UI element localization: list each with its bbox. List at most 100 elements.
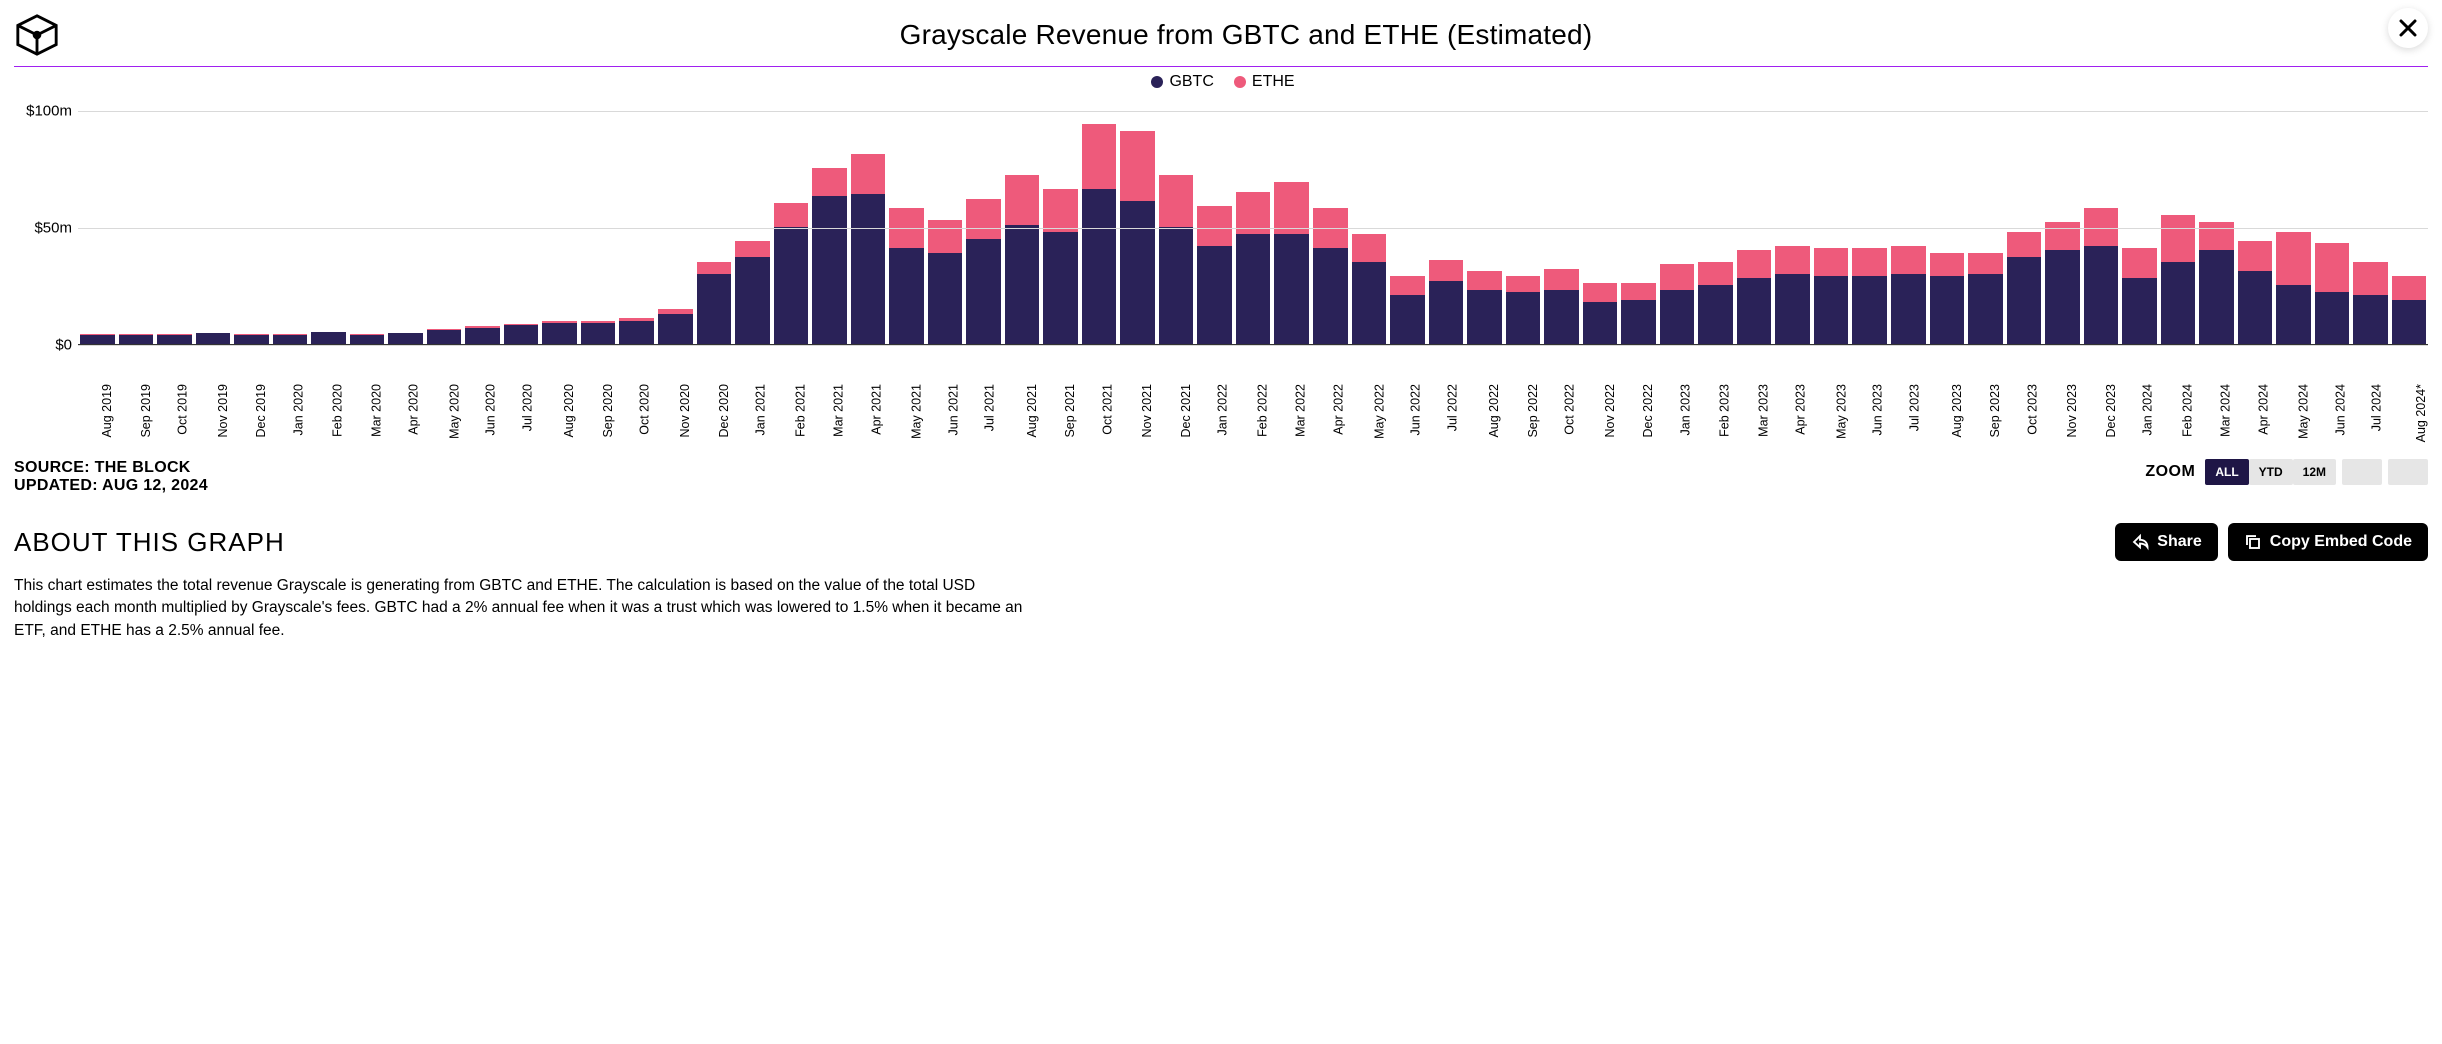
- x-tick-label: Sep 2019: [119, 349, 154, 393]
- bar-col[interactable]: [658, 309, 693, 344]
- bar-col[interactable]: [2161, 215, 2196, 344]
- bar-segment-gbtc: [774, 227, 809, 344]
- bar-col[interactable]: [581, 321, 616, 344]
- bar-col[interactable]: [1043, 189, 1078, 344]
- bar-col[interactable]: [966, 199, 1001, 344]
- chart-legend: GBTC ETHE: [14, 73, 2428, 91]
- bar-col[interactable]: [2122, 248, 2157, 344]
- bar-col[interactable]: [1506, 276, 1541, 344]
- bar-segment-gbtc: [2007, 257, 2042, 344]
- bar-segment-gbtc: [2392, 300, 2427, 345]
- gridline: [78, 345, 2428, 346]
- bar-segment-ethe: [1775, 246, 1810, 274]
- bar-col[interactable]: [2315, 243, 2350, 344]
- bar-col[interactable]: [851, 154, 886, 344]
- bar-col[interactable]: [273, 334, 308, 344]
- bar-col[interactable]: [1082, 124, 1117, 344]
- bar-col[interactable]: [1390, 276, 1425, 344]
- x-tick-label: Oct 2023: [2007, 349, 2042, 393]
- bar-col[interactable]: [1236, 192, 1271, 344]
- bar-segment-ethe: [1197, 206, 1232, 246]
- bar-col[interactable]: [2276, 232, 2311, 344]
- bar-col[interactable]: [1775, 246, 1810, 344]
- bar-segment-gbtc: [928, 253, 963, 344]
- legend-label-gbtc[interactable]: GBTC: [1169, 73, 1213, 90]
- share-icon: [2131, 533, 2149, 551]
- zoom-blank-1[interactable]: [2342, 459, 2382, 485]
- bar-col[interactable]: [928, 220, 963, 344]
- y-tick-label: $100m: [26, 102, 72, 119]
- bar-col[interactable]: [1197, 206, 1232, 344]
- bar-col[interactable]: [1852, 248, 1887, 344]
- bar-col[interactable]: [1159, 175, 1194, 344]
- x-tick-label: Jun 2024: [2315, 349, 2350, 393]
- bar-col[interactable]: [427, 329, 462, 344]
- x-tick-label: May 2022: [1352, 349, 1387, 393]
- bar-col[interactable]: [234, 334, 269, 344]
- legend-label-ethe[interactable]: ETHE: [1252, 73, 1295, 90]
- zoom-blank-2[interactable]: [2388, 459, 2428, 485]
- bar-col[interactable]: [157, 334, 192, 344]
- zoom-btn-all[interactable]: ALL: [2205, 459, 2248, 485]
- bar-segment-gbtc: [658, 314, 693, 344]
- bar-col[interactable]: [1737, 250, 1772, 344]
- x-tick-label: Jun 2023: [1852, 349, 1887, 393]
- bar-segment-gbtc: [234, 335, 269, 344]
- bar-col[interactable]: [2045, 222, 2080, 344]
- copy-embed-button[interactable]: Copy Embed Code: [2228, 523, 2428, 561]
- bar-col[interactable]: [2007, 232, 2042, 344]
- bar-col[interactable]: [1698, 262, 1733, 344]
- bar-col[interactable]: [1120, 131, 1155, 344]
- close-button[interactable]: [2388, 8, 2428, 48]
- bar-col[interactable]: [619, 318, 654, 344]
- bar-segment-ethe: [2392, 276, 2427, 299]
- bar-col[interactable]: [2199, 222, 2234, 344]
- bar-segment-ethe: [2161, 215, 2196, 262]
- bar-col[interactable]: [465, 326, 500, 344]
- bar-segment-gbtc: [196, 333, 231, 344]
- bar-segment-gbtc: [1544, 290, 1579, 344]
- bar-col[interactable]: [1891, 246, 1926, 344]
- bar-segment-gbtc: [1698, 285, 1733, 344]
- bar-col[interactable]: [774, 203, 809, 344]
- bar-segment-ethe: [851, 154, 886, 194]
- bar-col[interactable]: [1930, 253, 1965, 344]
- bar-col[interactable]: [697, 262, 732, 344]
- bar-col[interactable]: [1005, 175, 1040, 344]
- zoom-btn-12m[interactable]: 12M: [2293, 459, 2336, 485]
- bar-col[interactable]: [119, 334, 154, 344]
- bar-segment-ethe: [1544, 269, 1579, 290]
- bar-col[interactable]: [1968, 253, 2003, 344]
- x-tick-label: Nov 2020: [658, 349, 693, 393]
- bar-col[interactable]: [350, 334, 385, 344]
- bar-col[interactable]: [1429, 260, 1464, 344]
- bar-col[interactable]: [1544, 269, 1579, 344]
- bar-col[interactable]: [504, 324, 539, 344]
- bar-col[interactable]: [196, 333, 231, 344]
- bar-col[interactable]: [1352, 234, 1387, 344]
- bar-col[interactable]: [1467, 271, 1502, 344]
- bar-segment-gbtc: [388, 333, 423, 344]
- bar-col[interactable]: [1660, 264, 1695, 344]
- bar-col[interactable]: [80, 334, 115, 344]
- bar-col[interactable]: [1621, 283, 1656, 344]
- bar-col[interactable]: [812, 168, 847, 344]
- x-tick-label: Mar 2020: [350, 349, 385, 393]
- bar-col[interactable]: [388, 333, 423, 344]
- bar-col[interactable]: [2238, 241, 2273, 344]
- share-button[interactable]: Share: [2115, 523, 2217, 561]
- bar-col[interactable]: [2353, 262, 2388, 344]
- x-tick-label: Dec 2021: [1159, 349, 1194, 393]
- bar-col[interactable]: [2392, 276, 2427, 344]
- x-tick-label: Jan 2023: [1660, 349, 1695, 393]
- bar-col[interactable]: [1274, 182, 1309, 344]
- bar-col[interactable]: [542, 321, 577, 344]
- bar-col[interactable]: [1814, 248, 1849, 344]
- bar-segment-gbtc: [1506, 292, 1541, 344]
- bars-container: [78, 99, 2428, 345]
- zoom-btn-ytd[interactable]: YTD: [2249, 459, 2293, 485]
- bar-col[interactable]: [311, 332, 346, 344]
- bar-col[interactable]: [735, 241, 770, 344]
- bar-col[interactable]: [1583, 283, 1618, 344]
- bar-segment-ethe: [774, 203, 809, 226]
